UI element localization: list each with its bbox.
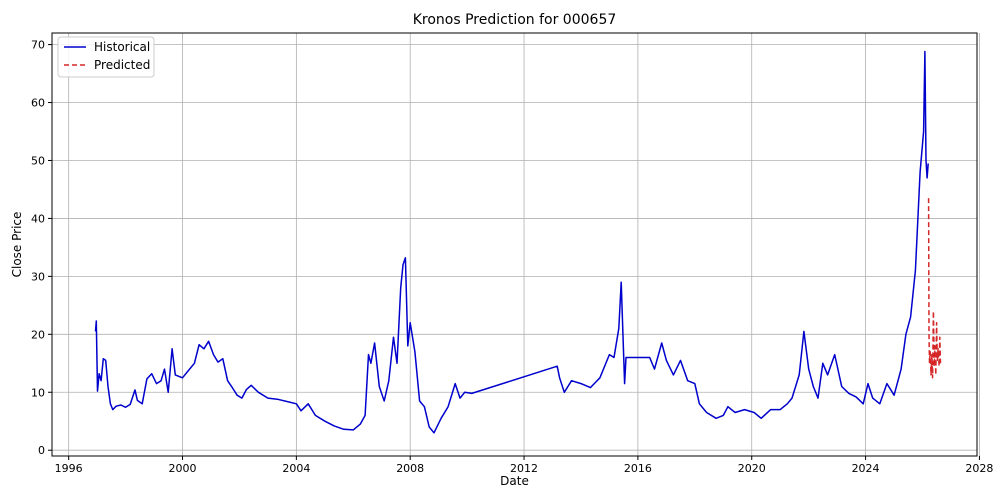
legend: Historical Predicted [57,36,155,78]
x-tick-label: 2016 [624,462,652,475]
x-tick-label: 2004 [282,462,310,475]
x-tick-label: 2024 [852,462,880,475]
series-layer [94,50,942,434]
plot-frame [51,32,978,457]
y-tick-label: 0 [38,444,45,457]
x-tick-label: 2012 [510,462,538,475]
chart-title: Kronos Prediction for 000657 [413,12,617,28]
grid-lines [52,33,980,456]
y-tick-label: 70 [31,39,45,52]
x-tick-label: 2020 [738,462,766,475]
y-axis-title: Close Price [10,212,24,278]
x-tick-label: 2028 [965,462,993,475]
y-tick-label: 10 [31,386,45,399]
x-axis: 1996 2000 2004 2008 2012 2016 2020 2024 2028 [55,456,993,475]
y-tick-label: 40 [31,212,45,225]
series-line-historical [94,50,929,434]
y-tick-label: 60 [31,97,45,110]
x-axis-title: Date [500,474,529,488]
legend-label-predicted: Predicted [94,58,150,72]
series-line-predicted [927,198,942,379]
y-tick-label: 30 [31,270,45,283]
x-tick-label: 2008 [396,462,424,475]
x-tick-label: 2000 [169,462,197,475]
y-axis: 0 10 20 30 40 50 60 70 [31,39,52,457]
y-tick-label: 20 [31,328,45,341]
legend-label-historical: Historical [94,40,150,54]
y-tick-label: 50 [31,154,45,167]
x-tick-label: 1996 [55,462,83,475]
